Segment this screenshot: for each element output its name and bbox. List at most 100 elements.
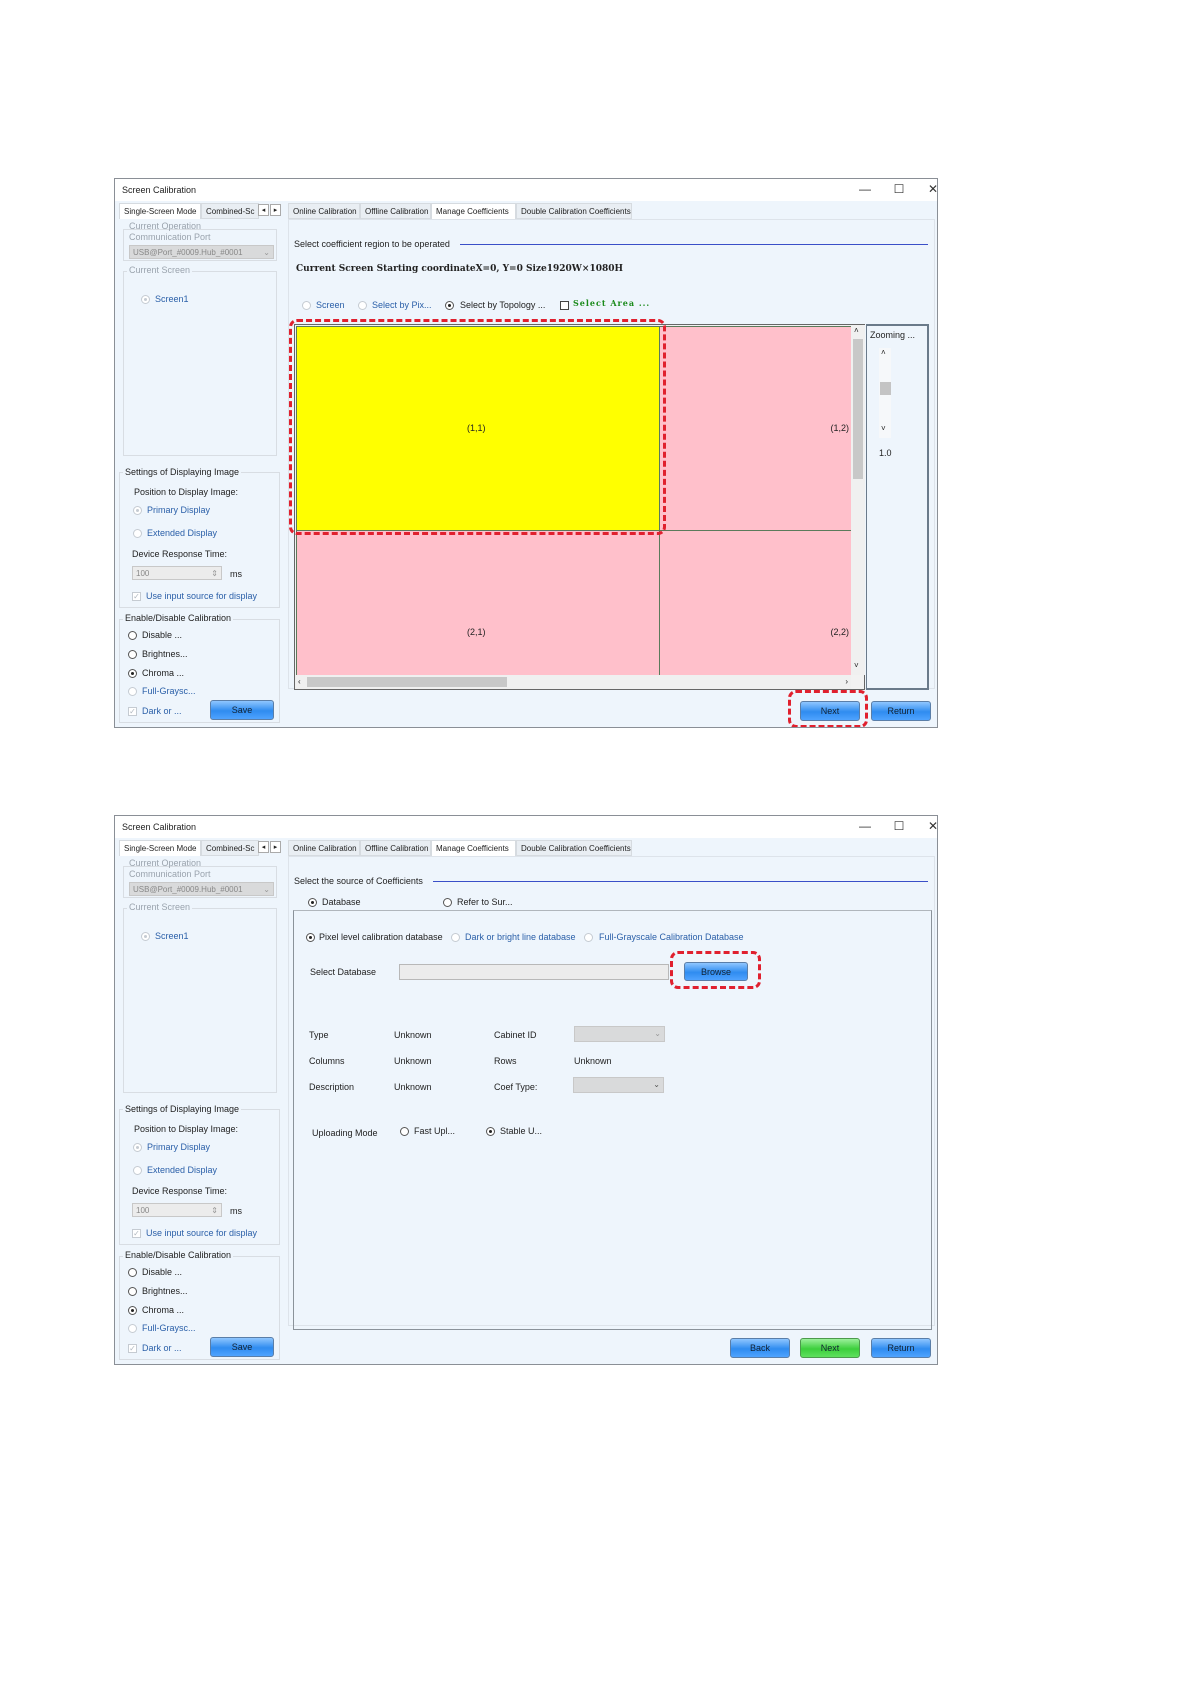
- tab-double-calibration[interactable]: Double Calibration Coefficients: [516, 203, 632, 219]
- calib-brightness-radio[interactable]: [128, 650, 137, 659]
- extended-display-radio[interactable]: [133, 529, 142, 538]
- calib-full-grayscale-radio[interactable]: [128, 1324, 137, 1333]
- calib-disable-radio[interactable]: [128, 631, 137, 640]
- mode-screen-radio[interactable]: [302, 301, 311, 310]
- select-database-input[interactable]: [399, 964, 669, 980]
- maximize-icon[interactable]: ☐: [893, 819, 905, 833]
- mode-pixel-radio[interactable]: [358, 301, 367, 310]
- return-button[interactable]: Return: [871, 701, 931, 721]
- use-input-source-label: Use input source for display: [146, 1228, 258, 1238]
- tab-scroll-left-icon[interactable]: ◂: [258, 841, 269, 853]
- vertical-scroll-thumb[interactable]: [853, 339, 863, 479]
- screen1-label: Screen1: [155, 931, 189, 941]
- screen1-radio[interactable]: [141, 932, 150, 941]
- port-group-title-2: Communication Port: [129, 869, 211, 879]
- zoom-up-icon[interactable]: ˄: [881, 348, 886, 357]
- calib-chroma-label: Chroma ...: [142, 668, 185, 678]
- save-button[interactable]: Save: [210, 1337, 274, 1357]
- port-group-title: Current Operation: [129, 858, 202, 868]
- zoom-down-icon[interactable]: ˅: [881, 424, 886, 433]
- cabinet-cell-1-1[interactable]: (1,1): [296, 326, 660, 531]
- mode-topology-radio[interactable]: [445, 301, 454, 310]
- scroll-right-icon[interactable]: ›: [845, 677, 848, 686]
- select-area-checkbox[interactable]: [560, 301, 569, 310]
- tab-manage-coefficients[interactable]: Manage Coefficients: [431, 840, 516, 856]
- spinner-arrows-icon[interactable]: ⇕: [211, 569, 218, 578]
- calib-full-grayscale-radio[interactable]: [128, 687, 137, 696]
- section-divider: [460, 244, 928, 245]
- upload-stable-radio[interactable]: [486, 1127, 495, 1136]
- source-refer-radio[interactable]: [443, 898, 452, 907]
- tab-scroll-left-icon[interactable]: ◂: [258, 204, 269, 216]
- section-title: Select the source of Coefficients: [294, 876, 423, 886]
- db-full-grayscale-radio[interactable]: [584, 933, 593, 942]
- response-time-label: Device Response Time:: [132, 1186, 228, 1196]
- cabinet-cell-2-2[interactable]: (2,2): [659, 530, 851, 675]
- tab-manage-coefficients[interactable]: Manage Coefficients: [431, 203, 516, 219]
- tab-scroll-right-icon[interactable]: ▸: [270, 841, 281, 853]
- response-time-spinner[interactable]: 100 ⇕: [132, 566, 222, 580]
- chevron-down-icon: ⌄: [654, 1029, 661, 1038]
- source-database-label: Database: [322, 897, 361, 907]
- tab-combined-screen[interactable]: Combined-Sc: [201, 203, 259, 219]
- use-input-source-checkbox[interactable]: ✓: [132, 1229, 141, 1238]
- calib-disable-radio[interactable]: [128, 1268, 137, 1277]
- screen1-label: Screen1: [155, 294, 189, 304]
- browse-button[interactable]: Browse: [684, 962, 748, 981]
- port-select[interactable]: USB@Port_#0009.Hub_#0001 ⌄: [129, 882, 274, 896]
- vertical-scrollbar[interactable]: ˄ ˅: [851, 325, 865, 675]
- calib-chroma-radio[interactable]: [128, 1306, 137, 1315]
- next-button[interactable]: Next: [800, 1338, 860, 1358]
- tab-single-screen-mode[interactable]: Single-Screen Mode: [119, 203, 201, 219]
- zoom-slider-thumb[interactable]: [880, 382, 891, 395]
- primary-display-radio[interactable]: [133, 1143, 142, 1152]
- response-time-spinner[interactable]: 100 ⇕: [132, 1203, 222, 1217]
- cabinet-cell-1-2[interactable]: (1,2): [659, 326, 851, 531]
- tab-online-calibration[interactable]: Online Calibration: [288, 203, 360, 219]
- use-input-source-checkbox[interactable]: ✓: [132, 592, 141, 601]
- port-select[interactable]: USB@Port_#0009.Hub_#0001 ⌄: [129, 245, 274, 259]
- back-button[interactable]: Back: [730, 1338, 790, 1358]
- db-pixel-radio[interactable]: [306, 933, 315, 942]
- tab-offline-calibration[interactable]: Offline Calibration: [360, 203, 431, 219]
- title-bar: Screen Calibration — ☐ ✕: [115, 179, 937, 201]
- primary-display-radio[interactable]: [133, 506, 142, 515]
- calib-chroma-radio[interactable]: [128, 669, 137, 678]
- source-database-radio[interactable]: [308, 898, 317, 907]
- extended-display-radio[interactable]: [133, 1166, 142, 1175]
- screen1-radio[interactable]: [141, 295, 150, 304]
- spinner-arrows-icon[interactable]: ⇕: [211, 1206, 218, 1215]
- horizontal-scrollbar[interactable]: ‹ ›: [295, 675, 851, 689]
- tab-scroll-right-icon[interactable]: ▸: [270, 204, 281, 216]
- cabinet-id-select[interactable]: ⌄: [574, 1026, 665, 1042]
- horizontal-scroll-thumb[interactable]: [307, 677, 507, 687]
- return-button[interactable]: Return: [871, 1338, 931, 1358]
- tab-combined-screen[interactable]: Combined-Sc: [201, 840, 259, 856]
- close-icon[interactable]: ✕: [927, 182, 938, 196]
- close-icon[interactable]: ✕: [927, 819, 938, 833]
- coef-type-select[interactable]: ⌄: [573, 1077, 664, 1093]
- upload-fast-radio[interactable]: [400, 1127, 409, 1136]
- tab-single-screen-mode[interactable]: Single-Screen Mode: [119, 840, 201, 856]
- cabinet-cell-2-1[interactable]: (2,1): [296, 530, 660, 675]
- save-button[interactable]: Save: [210, 700, 274, 720]
- maximize-icon[interactable]: ☐: [893, 182, 905, 196]
- tab-offline-calibration[interactable]: Offline Calibration: [360, 840, 431, 856]
- next-button[interactable]: Next: [800, 701, 860, 721]
- response-time-value: 100: [136, 569, 150, 578]
- calib-dark-checkbox[interactable]: ✓: [128, 1344, 137, 1353]
- calib-dark-checkbox[interactable]: ✓: [128, 707, 137, 716]
- db-dark-bright-radio[interactable]: [451, 933, 460, 942]
- tab-double-calibration[interactable]: Double Calibration Coefficients: [516, 840, 632, 856]
- calib-brightness-radio[interactable]: [128, 1287, 137, 1296]
- scroll-down-icon[interactable]: ˅: [854, 661, 859, 670]
- minimize-icon[interactable]: —: [859, 819, 871, 833]
- minimize-icon[interactable]: —: [859, 182, 871, 196]
- scroll-left-icon[interactable]: ‹: [298, 677, 301, 686]
- scroll-up-icon[interactable]: ˄: [854, 326, 859, 335]
- zoom-slider[interactable]: ˄ ˅: [879, 348, 891, 438]
- highlight-selected-cell: [289, 319, 666, 535]
- tab-online-calibration[interactable]: Online Calibration: [288, 840, 360, 856]
- chevron-down-icon: ⌄: [263, 885, 270, 894]
- upload-stable-label: Stable U...: [500, 1126, 543, 1136]
